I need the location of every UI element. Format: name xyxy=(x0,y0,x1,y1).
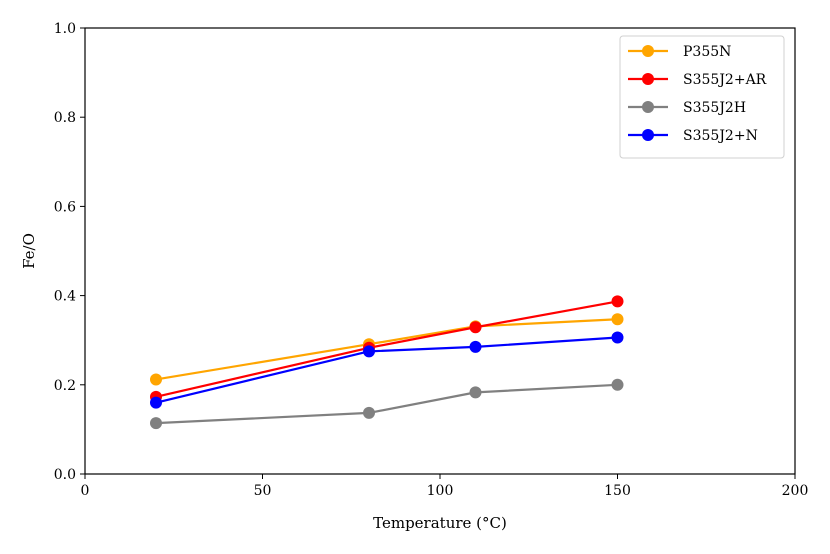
data-point-s355j2h xyxy=(363,406,375,419)
series-s355j2h xyxy=(150,378,624,430)
legend-label: P355N xyxy=(683,44,731,60)
y-tick-label: 0.4 xyxy=(54,289,76,305)
ticks-layer: 0 50 100 150 200 0.0 0.2 0.4 0.6 0.8 1.0 xyxy=(54,21,809,499)
y-tick-label: 0.8 xyxy=(54,110,76,126)
legend-entry-s355j2h: S355J2H xyxy=(628,100,746,116)
legend-label: S355J2+AR xyxy=(683,72,767,88)
x-tick-label: 0 xyxy=(81,483,90,499)
series-line-s355j2-ar xyxy=(155,300,618,398)
series-layer xyxy=(150,295,624,430)
x-axis-label: Temperature (°C) xyxy=(373,514,507,532)
data-point-s355j2h xyxy=(469,386,482,399)
x-tick-label: 50 xyxy=(254,483,272,499)
data-point-s355j2h xyxy=(611,378,624,391)
legend-label: S355J2H xyxy=(683,100,746,116)
legend-swatch-marker xyxy=(642,73,654,85)
legend: P355N S355J2+AR S355J2H S355J2+N xyxy=(619,35,785,159)
legend-box xyxy=(619,35,785,159)
data-point-s355j2-n xyxy=(611,331,624,344)
legend-entry-s355j2-n: S355J2+N xyxy=(628,128,758,144)
data-point-s355j2-ar xyxy=(611,295,624,308)
data-point-s355j2-n xyxy=(363,345,375,358)
x-tick-label: 200 xyxy=(782,483,809,499)
series-p355n xyxy=(150,313,624,386)
data-point-s355j2-n xyxy=(469,340,482,353)
x-tick-label: 150 xyxy=(604,483,631,499)
series-line-s355j2h xyxy=(155,383,618,425)
legend-entry-s355j2-ar: S355J2+AR xyxy=(628,72,767,88)
data-point-s355j2-ar xyxy=(469,321,482,334)
data-point-s355j2-n xyxy=(150,396,162,409)
series-line-s355j2-n xyxy=(155,336,618,404)
data-point-s355j2h xyxy=(150,417,162,430)
series-line-p355n xyxy=(155,318,618,381)
legend-entry-p355n: P355N xyxy=(628,44,731,60)
data-point-p355n xyxy=(150,373,162,386)
plot-frame xyxy=(84,27,796,475)
y-axis-label: Fe/O xyxy=(20,233,38,269)
y-tick-label: 0.6 xyxy=(54,199,76,215)
series-s355j2-n xyxy=(150,331,624,409)
x-tick-label: 100 xyxy=(427,483,454,499)
legend-label: S355J2+N xyxy=(683,128,758,144)
y-tick-label: 1.0 xyxy=(54,21,76,37)
y-tick-label: 0.2 xyxy=(54,378,76,394)
data-point-p355n xyxy=(611,313,624,326)
y-tick-label: 0.0 xyxy=(54,467,76,483)
legend-swatch-marker xyxy=(642,129,654,141)
legend-swatch-marker xyxy=(642,45,654,57)
legend-swatch-marker xyxy=(642,101,654,113)
